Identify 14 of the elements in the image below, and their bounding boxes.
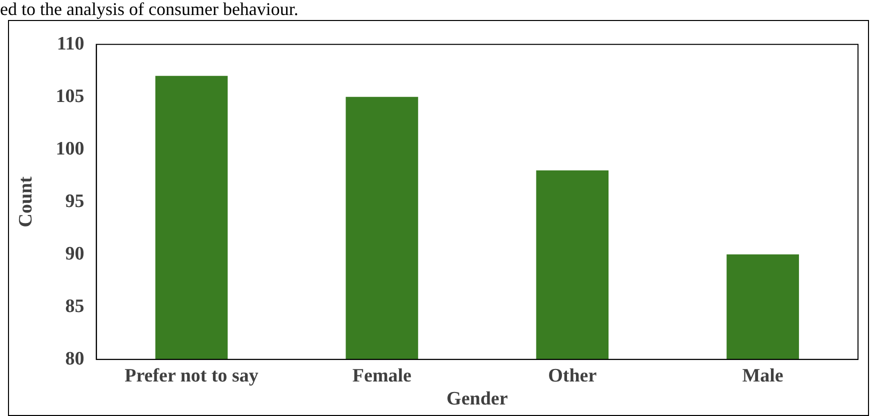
- x-axis-title: Gender: [446, 388, 508, 410]
- x-tick-label: Female: [352, 366, 412, 387]
- text: ed to the analysis of consumer behaviour.: [0, 0, 298, 19]
- x-tick-label: Other: [548, 366, 598, 387]
- x-tick-label: Male: [742, 366, 784, 387]
- y-tick-label: 95: [65, 190, 84, 212]
- y-axis-title: Count: [15, 176, 36, 228]
- y-tick-label: 105: [56, 86, 84, 107]
- y-tick-label: 80: [65, 348, 84, 370]
- x-tick-label: Prefer not to say: [124, 366, 259, 387]
- y-tick-label: 85: [65, 296, 84, 317]
- y-tick-label: 110: [56, 33, 84, 54]
- y-tick-label: 100: [56, 138, 84, 160]
- y-tick-label: 90: [65, 243, 84, 264]
